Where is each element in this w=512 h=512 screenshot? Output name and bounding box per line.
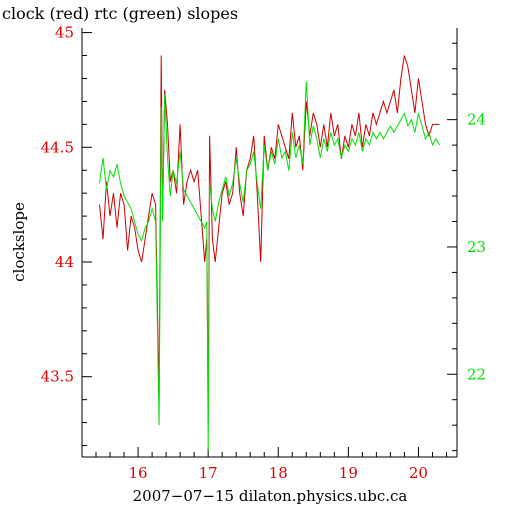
left-tick-label: 44.5 bbox=[41, 138, 74, 156]
clock-series-line bbox=[99, 55, 440, 423]
right-axis-ticks: 24 23 22 bbox=[447, 42, 486, 452]
axes bbox=[81, 28, 458, 458]
left-tick-label: 45 bbox=[55, 24, 74, 42]
left-tick-label: 44 bbox=[55, 253, 74, 271]
x-tick-label: 18 bbox=[269, 464, 288, 482]
right-tick-label: 23 bbox=[467, 238, 486, 256]
right-tick-label: 24 bbox=[467, 111, 486, 129]
x-tick-label: 16 bbox=[129, 464, 148, 482]
x-tick-label: 19 bbox=[339, 464, 358, 482]
left-tick-label: 43.5 bbox=[41, 368, 74, 386]
right-tick-label: 22 bbox=[467, 365, 486, 383]
x-tick-label: 20 bbox=[409, 464, 428, 482]
left-axis-ticks: 45 44.5 44 43.5 bbox=[41, 24, 92, 447]
y-axis-label: clockslope bbox=[10, 202, 28, 282]
chart-title: clock (red) rtc (green) slopes bbox=[2, 4, 238, 23]
x-tick-label: 17 bbox=[199, 464, 218, 482]
series-layer bbox=[99, 55, 440, 451]
x-axis-ticks: 16 17 18 19 20 bbox=[81, 447, 447, 482]
x-axis-label: 2007−07−15 dilaton.physics.ubc.ca bbox=[133, 487, 408, 505]
rtc-series-line bbox=[99, 81, 440, 451]
